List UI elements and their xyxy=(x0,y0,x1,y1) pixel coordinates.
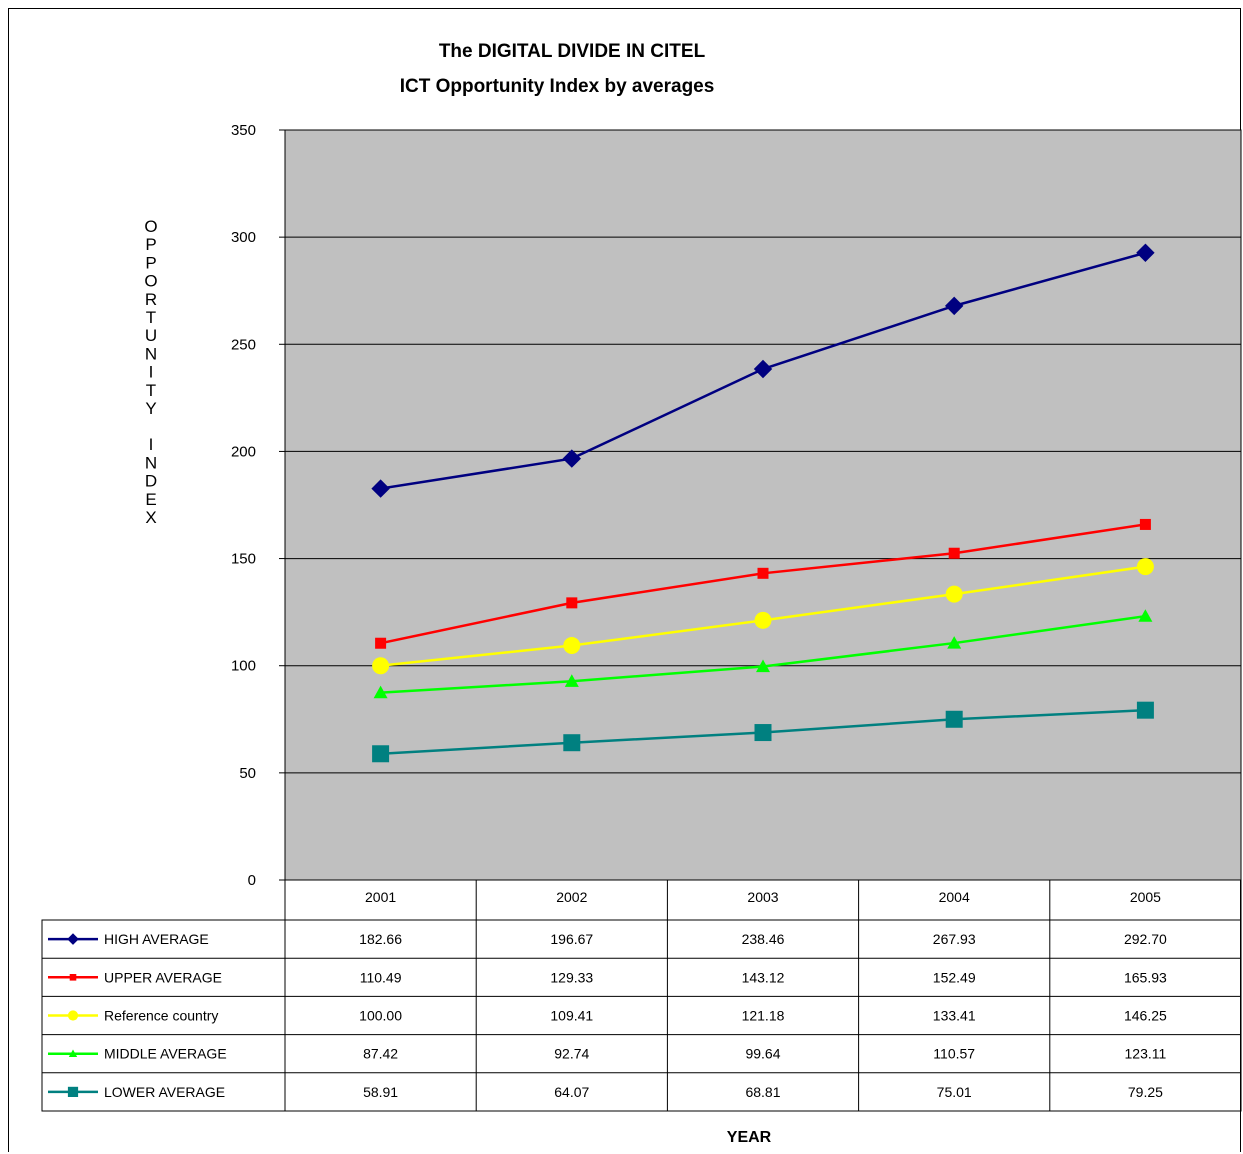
y-axis-label-letter: I xyxy=(149,363,154,382)
data-point xyxy=(566,597,578,609)
data-point xyxy=(371,479,390,498)
data-point xyxy=(1136,243,1155,262)
table-value: 238.46 xyxy=(742,931,785,947)
y-axis-label-letter: N xyxy=(145,453,157,472)
table-value: 121.18 xyxy=(742,1008,785,1024)
x-tick-label: 2001 xyxy=(365,889,396,905)
y-axis-label-letter: T xyxy=(146,381,156,400)
y-axis-label-letter: O xyxy=(144,272,157,291)
table-value: 64.07 xyxy=(554,1084,589,1100)
data-point xyxy=(1138,609,1153,622)
table-value: 92.74 xyxy=(554,1046,589,1062)
table-value: 182.66 xyxy=(359,931,402,947)
table-value: 87.42 xyxy=(363,1046,398,1062)
data-point xyxy=(1136,701,1154,719)
table-value: 143.12 xyxy=(742,969,785,985)
x-tick-label: 2003 xyxy=(747,889,778,905)
table-value: 58.91 xyxy=(363,1084,398,1100)
table-frame xyxy=(284,879,1242,1112)
y-tick-label: 0 xyxy=(248,872,256,889)
table-value: 100.00 xyxy=(359,1008,402,1024)
data-point xyxy=(754,724,772,742)
table-value: 68.81 xyxy=(745,1084,780,1100)
table-value: 79.25 xyxy=(1128,1084,1163,1100)
legend-entry: Reference country xyxy=(104,1008,218,1024)
data-point xyxy=(756,659,770,673)
data-point xyxy=(757,567,769,579)
data-point xyxy=(564,674,579,687)
y-axis-label-letter: Y xyxy=(145,399,156,418)
data-point xyxy=(945,585,963,603)
chart-title: The DIGITAL DIVIDE IN CITEL xyxy=(439,41,706,62)
data-point xyxy=(563,637,581,655)
legend-entry: LOWER AVERAGE xyxy=(104,1084,225,1100)
y-axis-label-letter: I xyxy=(149,435,154,454)
x-tick-label: 2002 xyxy=(556,889,587,905)
y-tick-label: 100 xyxy=(231,658,256,675)
table-value: 110.57 xyxy=(933,1046,975,1062)
table-value: 267.93 xyxy=(933,931,976,947)
table-value: 133.41 xyxy=(933,1008,976,1024)
y-axis-label-letter: P xyxy=(145,235,156,254)
y-tick-label: 300 xyxy=(231,229,256,246)
data-point xyxy=(1136,558,1154,576)
data-point xyxy=(947,636,962,649)
table-value: 75.01 xyxy=(937,1084,972,1100)
data-point xyxy=(944,296,964,316)
y-tick-label: 150 xyxy=(231,551,256,568)
data-point xyxy=(1139,518,1151,530)
x-tick-label: 2004 xyxy=(939,889,970,905)
data-point xyxy=(372,745,390,763)
legend-marker xyxy=(67,933,79,945)
y-axis-label-letter: D xyxy=(145,472,157,491)
legend-marker xyxy=(68,1049,78,1058)
data-point xyxy=(373,685,388,699)
y-tick-label: 350 xyxy=(231,122,256,139)
legend-entry: HIGH AVERAGE xyxy=(104,931,209,947)
legend-marker xyxy=(67,1010,79,1021)
y-axis-label-letter: E xyxy=(145,490,156,509)
data-point xyxy=(753,359,773,379)
data-point xyxy=(945,710,963,728)
y-axis-label-letter: P xyxy=(145,253,156,272)
y-axis-label-letter: U xyxy=(145,326,157,345)
data-point xyxy=(563,734,581,752)
y-tick-label: 50 xyxy=(239,765,256,782)
table-value: 165.93 xyxy=(1124,969,1167,985)
plot-area xyxy=(284,129,1242,881)
table-value: 110.49 xyxy=(360,969,402,985)
y-axis-label-letter: T xyxy=(146,308,156,327)
data-point xyxy=(948,547,960,559)
table-value: 196.67 xyxy=(550,931,593,947)
data-point xyxy=(754,611,772,629)
x-axis-label: YEAR xyxy=(727,1129,772,1146)
data-point xyxy=(562,449,582,468)
y-axis-label-letter: R xyxy=(145,290,157,309)
legend-marker xyxy=(67,1086,79,1097)
table-value: 292.70 xyxy=(1124,931,1167,947)
table-value: 152.49 xyxy=(933,969,976,985)
table-value: 99.64 xyxy=(745,1046,780,1062)
legend-entry: MIDDLE AVERAGE xyxy=(104,1046,227,1062)
chart-subtitle: ICT Opportunity Index by averages xyxy=(400,76,715,97)
legend-marker xyxy=(69,974,77,981)
table-value: 129.33 xyxy=(550,969,593,985)
y-axis-label-letter: O xyxy=(144,217,157,236)
table-value: 123.11 xyxy=(1125,1046,1167,1062)
table-value: 109.41 xyxy=(550,1008,593,1024)
y-tick-label: 200 xyxy=(231,443,256,460)
data-point xyxy=(375,637,387,649)
legend-entry: UPPER AVERAGE xyxy=(104,969,222,985)
y-axis-label-letter: X xyxy=(145,508,156,527)
x-tick-label: 2005 xyxy=(1130,889,1161,905)
y-axis-label-letter: N xyxy=(145,344,157,363)
data-point xyxy=(372,657,390,675)
y-tick-label: 250 xyxy=(231,336,256,353)
table-value: 146.25 xyxy=(1124,1008,1167,1024)
